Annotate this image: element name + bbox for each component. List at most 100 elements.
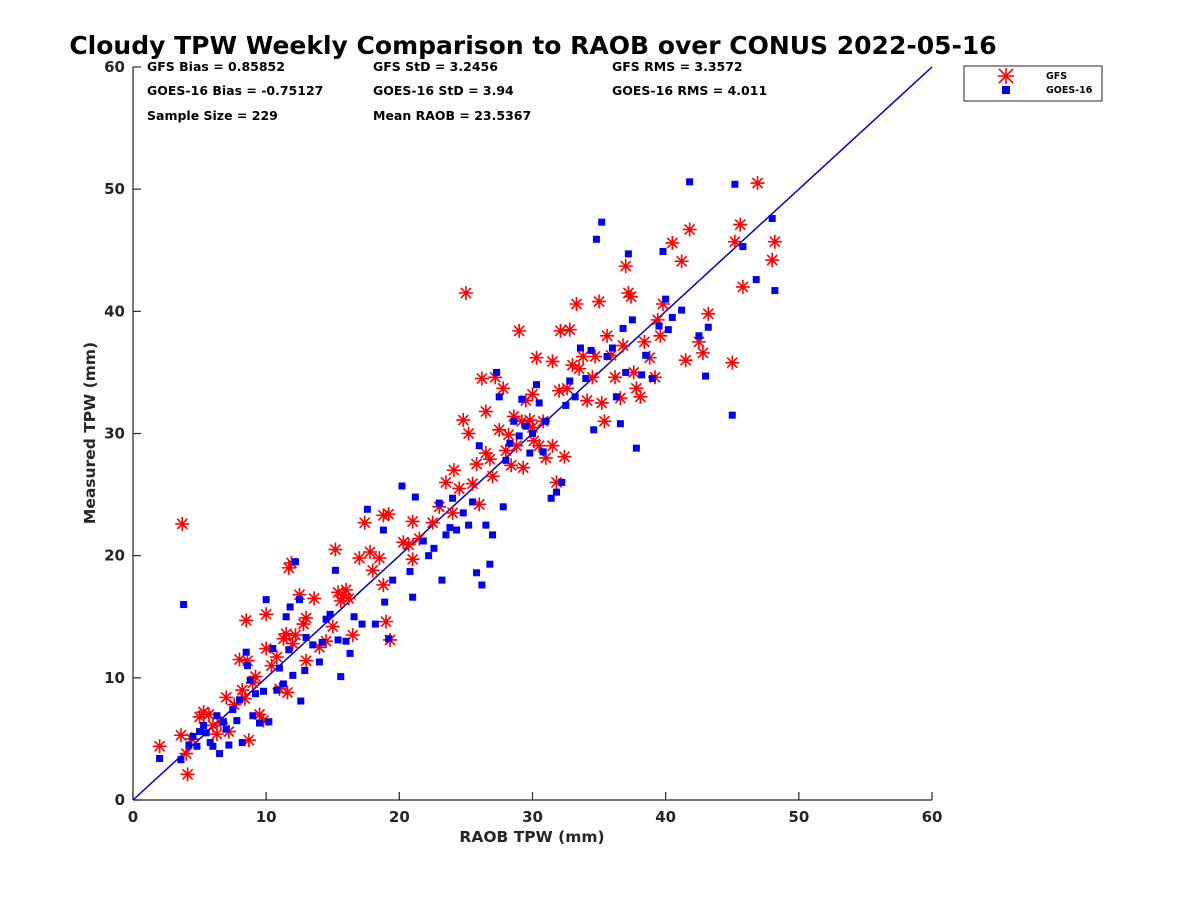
gfs-point [205,718,220,733]
goes16-point [542,417,550,425]
goes16-point [291,558,299,566]
goes16-point [619,324,627,332]
goes16-point [465,521,473,529]
goes16-point [624,250,632,258]
legend-label-gfs: GFS [1046,71,1067,82]
mean-raob-text: Mean RAOB = 23.5367 [373,108,531,123]
goes16-point [220,718,228,726]
gfs-point [506,409,521,424]
legend-goes-square-icon [1002,86,1010,94]
gfs-point [600,328,615,343]
gfs-point [241,733,256,748]
gfs-point [379,614,394,629]
gfs-point [376,508,391,523]
goes16-point [502,456,510,464]
goes16-point [209,742,217,750]
gfs-point [328,542,343,557]
goes16-point [213,712,221,720]
goes16-point [678,306,686,314]
goes16-point [322,615,330,623]
gfs-point [292,587,307,602]
goes16-point [222,725,230,733]
goes16-point [489,531,497,539]
gfs-point [252,707,267,722]
goes16-point [233,717,241,725]
goes16-point [244,662,252,670]
y-ticks: 0 10 20 30 40 50 60 [104,58,141,809]
goes16-point [318,638,326,646]
gfs-point [227,697,242,712]
goes16-point [659,247,667,255]
gfs-point [629,381,644,396]
gfs-point [516,460,531,475]
gfs-point [498,443,513,458]
gfs-point [248,669,263,684]
gfs-point [616,338,631,353]
gfs-point [488,370,503,385]
goes16-point [371,620,379,628]
gfs-point [239,613,254,628]
gfs-point [299,610,314,625]
gfs-point [557,449,572,464]
goes16-point [642,351,650,359]
goes16-point [236,696,244,704]
gfs-point [514,414,529,429]
gfs-point [512,323,527,338]
goes16-point [301,667,309,675]
goes16-point [695,332,703,340]
gfs-point [695,345,710,360]
goes16-point [279,680,287,688]
goes16-point [225,741,233,749]
goes16-point [185,741,193,749]
goes16-point [295,596,303,604]
gfs-point [529,350,544,365]
goes16-point [704,323,712,331]
goes16-point [510,417,518,425]
gfs-point [341,591,356,606]
goes16-point [469,498,477,506]
gfs-point [281,560,296,575]
goes16-point [582,375,590,383]
gfs-point [363,545,378,560]
gfs-point [678,353,693,368]
gfs-point [299,653,314,668]
gfs-point [219,690,234,705]
goes16-point [482,521,490,529]
goes16-point [411,493,419,501]
goes16-point [558,478,566,486]
goes16-point [409,593,417,601]
goes16-point [419,537,427,545]
gfs-point [674,254,689,269]
gfs-point [588,349,603,364]
gfs-point [597,414,612,429]
gfs-point [201,707,216,722]
gfs-point [432,499,447,514]
goes16-point [446,524,454,532]
gfs-point [509,438,524,453]
goes16-point [547,494,555,502]
goes16-point [206,739,214,747]
gfs-point [339,582,354,597]
gfs-point [405,552,420,567]
gfs-point [376,577,391,592]
x-tick-label: 30 [522,808,543,826]
goes16-point [337,673,345,681]
gfs-point [235,683,250,698]
goes16-point [771,287,779,295]
gfs-point [560,381,575,396]
gfs-point [733,217,748,232]
legend: GFS GOES-16 [963,65,1103,102]
legend-gfs-asterisk-icon [998,68,1014,84]
goes16-point [622,368,630,376]
goes16-point [731,180,739,188]
gfs-point [626,365,641,380]
gfs-point [565,358,580,373]
gfs-point [445,505,460,520]
goes16-point [252,690,260,698]
goes16-point [499,503,507,511]
goes16-point [668,313,676,321]
goes16-point [430,544,438,552]
gfs-point [438,475,453,490]
goes16-point [552,488,560,496]
goes16-point [358,620,366,628]
